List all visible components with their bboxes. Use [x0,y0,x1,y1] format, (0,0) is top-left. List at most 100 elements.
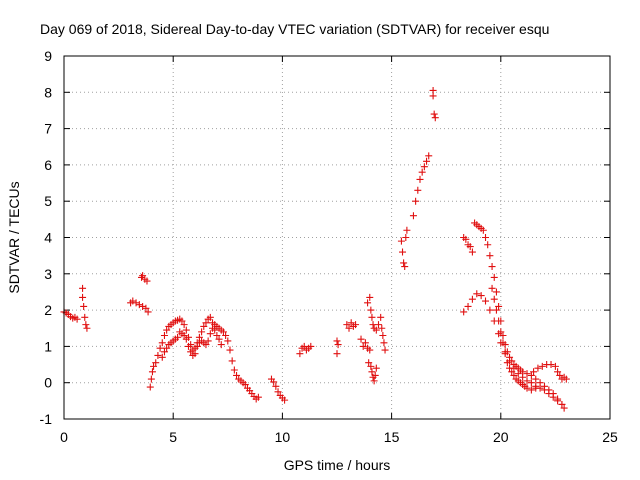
data-point [187,348,195,356]
data-point [184,342,192,350]
y-tick-label: 2 [44,302,52,318]
data-point [233,371,241,379]
data-point [381,346,389,354]
x-tick-label: 5 [169,429,177,445]
data-point [158,353,166,361]
data-point [307,342,315,350]
data-point [79,293,87,301]
data-point [178,317,186,325]
data-point [503,359,511,367]
data-point [241,381,249,389]
data-point [499,332,507,340]
data-point [527,371,535,379]
data-point [497,328,505,336]
data-point [296,350,304,358]
data-point [202,319,210,327]
data-point [368,368,376,376]
data-point [486,252,494,260]
x-tick-label: 15 [384,429,400,445]
x-tick-label: 20 [493,429,509,445]
data-point [556,371,564,379]
data-point [380,339,388,347]
data-point [80,302,88,310]
data-point [425,152,433,160]
data-point [174,333,182,341]
data-point [191,350,199,358]
data-point [495,317,503,325]
data-point [135,301,143,309]
data-point [144,308,152,316]
data-point [226,346,234,354]
data-point [152,359,160,367]
data-point [163,326,171,334]
y-axis-label: SDTVAR / TECUs [6,181,22,293]
data-point [158,339,166,347]
data-point [423,157,431,165]
data-point [333,337,341,345]
data-point [204,337,212,345]
data-point [530,368,538,376]
data-point [365,359,373,367]
data-point [523,370,531,378]
chart-title: Day 069 of 2018, Sidereal Day-to-day VTE… [40,21,549,37]
data-point [139,302,147,310]
y-tick-label: 1 [44,338,52,354]
data-point [486,306,494,314]
data-point [147,375,155,383]
data-point [523,377,531,385]
data-point [198,328,206,336]
data-point [499,339,507,347]
data-point [163,344,171,352]
data-point [352,321,360,329]
data-point [431,114,439,122]
data-point [366,293,374,301]
data-point [506,364,514,372]
data-point [200,322,208,330]
x-tick-label: 0 [60,429,68,445]
data-point [501,350,509,358]
data-point [222,332,230,340]
data-point [372,364,380,372]
data-point [215,335,223,343]
y-tick-label: 7 [44,121,52,137]
data-point [545,390,553,398]
data-point [492,288,500,296]
data-point [519,373,527,381]
grid-lines [64,56,610,419]
y-tick-label: 8 [44,84,52,100]
data-point [374,321,382,329]
x-axis-label: GPS time / hours [284,457,391,473]
data-point [402,234,410,241]
data-point [219,328,227,336]
data-point [403,226,411,234]
data-point [412,197,420,205]
data-point [554,368,562,376]
data-point [180,332,188,340]
data-point [409,212,417,220]
data-point [540,386,548,394]
data-point [209,324,217,332]
data-point [73,315,81,323]
data-point [281,396,289,404]
data-point [490,295,498,303]
data-point [347,319,355,327]
data-point [416,175,424,183]
data-point [359,342,367,350]
y-tick-label: 6 [44,157,52,173]
data-point [367,362,375,370]
data-point [551,362,559,370]
data-point [514,370,522,378]
data-point [468,295,476,303]
data-point [534,364,542,372]
data-point [368,313,376,321]
x-tick-label: 10 [275,429,291,445]
data-point [150,362,158,370]
data-point [479,226,487,234]
data-point [488,284,496,292]
data-point [414,186,422,194]
data-point [508,368,516,376]
data-point [254,393,262,401]
data-point [139,272,147,280]
y-tick-label: 5 [44,193,52,209]
data-point [224,337,232,345]
